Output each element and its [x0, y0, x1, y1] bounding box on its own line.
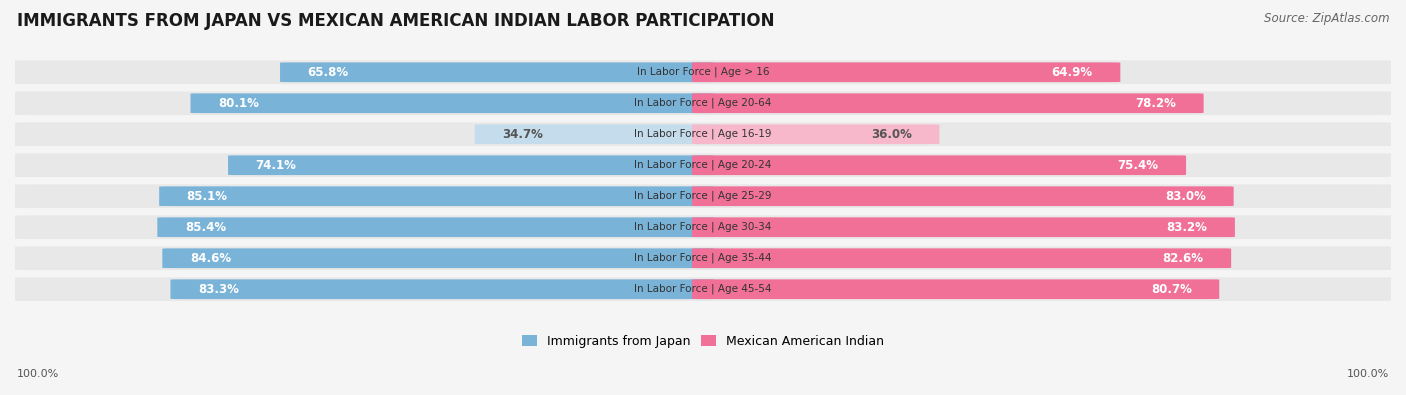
FancyBboxPatch shape: [13, 153, 1393, 177]
FancyBboxPatch shape: [228, 155, 714, 175]
FancyBboxPatch shape: [13, 91, 1393, 115]
Legend: Immigrants from Japan, Mexican American Indian: Immigrants from Japan, Mexican American …: [522, 335, 884, 348]
FancyBboxPatch shape: [692, 124, 939, 144]
FancyBboxPatch shape: [159, 186, 714, 206]
Text: 34.7%: 34.7%: [502, 128, 543, 141]
Text: 85.4%: 85.4%: [184, 221, 226, 234]
Text: 74.1%: 74.1%: [256, 159, 297, 172]
Text: In Labor Force | Age 25-29: In Labor Force | Age 25-29: [634, 191, 772, 201]
Text: 80.7%: 80.7%: [1152, 283, 1192, 296]
Text: 83.0%: 83.0%: [1166, 190, 1206, 203]
Text: In Labor Force | Age > 16: In Labor Force | Age > 16: [637, 67, 769, 77]
FancyBboxPatch shape: [162, 248, 714, 268]
FancyBboxPatch shape: [157, 217, 714, 237]
FancyBboxPatch shape: [13, 184, 1393, 208]
Text: 65.8%: 65.8%: [308, 66, 349, 79]
FancyBboxPatch shape: [13, 246, 1393, 270]
Text: In Labor Force | Age 20-24: In Labor Force | Age 20-24: [634, 160, 772, 171]
Text: 75.4%: 75.4%: [1118, 159, 1159, 172]
FancyBboxPatch shape: [692, 62, 1121, 82]
Text: 100.0%: 100.0%: [1347, 369, 1389, 379]
Text: In Labor Force | Age 20-64: In Labor Force | Age 20-64: [634, 98, 772, 109]
FancyBboxPatch shape: [170, 279, 714, 299]
Text: Source: ZipAtlas.com: Source: ZipAtlas.com: [1264, 12, 1389, 25]
Text: IMMIGRANTS FROM JAPAN VS MEXICAN AMERICAN INDIAN LABOR PARTICIPATION: IMMIGRANTS FROM JAPAN VS MEXICAN AMERICA…: [17, 12, 775, 30]
FancyBboxPatch shape: [692, 93, 1204, 113]
FancyBboxPatch shape: [692, 248, 1232, 268]
FancyBboxPatch shape: [13, 277, 1393, 301]
FancyBboxPatch shape: [190, 93, 714, 113]
Text: 36.0%: 36.0%: [870, 128, 912, 141]
Text: In Labor Force | Age 30-34: In Labor Force | Age 30-34: [634, 222, 772, 233]
FancyBboxPatch shape: [692, 279, 1219, 299]
FancyBboxPatch shape: [475, 124, 714, 144]
Text: 83.3%: 83.3%: [198, 283, 239, 296]
Text: In Labor Force | Age 35-44: In Labor Force | Age 35-44: [634, 253, 772, 263]
Text: 78.2%: 78.2%: [1135, 97, 1175, 110]
Text: 82.6%: 82.6%: [1163, 252, 1204, 265]
FancyBboxPatch shape: [692, 186, 1233, 206]
Text: 100.0%: 100.0%: [17, 369, 59, 379]
Text: In Labor Force | Age 16-19: In Labor Force | Age 16-19: [634, 129, 772, 139]
Text: 80.1%: 80.1%: [218, 97, 259, 110]
FancyBboxPatch shape: [692, 155, 1187, 175]
Text: 64.9%: 64.9%: [1052, 66, 1092, 79]
FancyBboxPatch shape: [13, 60, 1393, 84]
FancyBboxPatch shape: [13, 122, 1393, 146]
Text: 84.6%: 84.6%: [190, 252, 231, 265]
FancyBboxPatch shape: [692, 217, 1234, 237]
Text: 83.2%: 83.2%: [1167, 221, 1208, 234]
FancyBboxPatch shape: [13, 215, 1393, 239]
FancyBboxPatch shape: [280, 62, 714, 82]
Text: In Labor Force | Age 45-54: In Labor Force | Age 45-54: [634, 284, 772, 294]
Text: 85.1%: 85.1%: [187, 190, 228, 203]
